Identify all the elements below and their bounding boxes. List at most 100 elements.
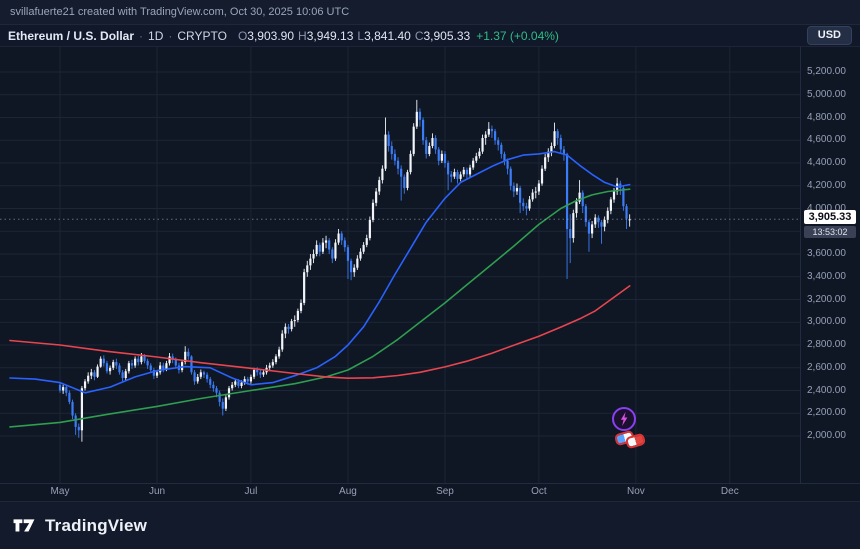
- candle-body: [581, 192, 584, 207]
- candle-body: [484, 134, 487, 138]
- ma-slow-red: [9, 285, 631, 379]
- candle-body: [575, 201, 578, 214]
- candle-body: [528, 199, 531, 209]
- ma-mid-green: [9, 188, 631, 428]
- candle-body: [522, 202, 525, 207]
- candle-body: [340, 233, 343, 241]
- candle-body: [155, 372, 159, 376]
- candle-body: [303, 272, 306, 303]
- price-tick-label: 3,400.00: [807, 270, 846, 282]
- low-label: L: [357, 28, 365, 43]
- candle-body: [431, 138, 434, 146]
- candle-body: [259, 372, 262, 375]
- low-value: 3,841.40: [364, 28, 411, 43]
- candle-body: [359, 251, 362, 259]
- brand-name[interactable]: TradingView: [45, 516, 148, 535]
- candle-body: [262, 372, 265, 375]
- time-tick-label[interactable]: May: [50, 486, 70, 497]
- price-axis[interactable]: 3,905.33 13:53:02 2,000.00 2,200.00 2,400.…: [800, 47, 860, 483]
- separator-dot: ·: [168, 28, 173, 43]
- candle-body: [362, 244, 365, 252]
- high-label: H: [298, 28, 307, 43]
- time-tick-label[interactable]: Aug: [339, 486, 357, 497]
- candle-body: [80, 388, 84, 431]
- candle-body: [606, 210, 609, 220]
- currency-toggle-button[interactable]: USD: [806, 26, 852, 45]
- candle-body: [115, 362, 118, 366]
- interval-label[interactable]: 1D: [148, 28, 164, 43]
- candle-body: [462, 169, 465, 175]
- candle-body: [256, 370, 259, 373]
- candle-body: [227, 388, 231, 398]
- candle-body: [612, 191, 616, 200]
- candle-body: [475, 156, 478, 161]
- candle-body: [343, 240, 346, 248]
- candle-body: [146, 360, 149, 366]
- time-tick-label[interactable]: Sep: [436, 486, 454, 497]
- candle-body: [190, 356, 193, 373]
- lightning-sticker-icon[interactable]: [612, 407, 636, 431]
- candle-body: [537, 183, 540, 192]
- candle-body: [371, 202, 375, 220]
- candle-body: [628, 219, 631, 221]
- time-tick-label[interactable]: Oct: [531, 486, 547, 497]
- candle-body: [140, 356, 143, 363]
- candle-body: [609, 199, 612, 211]
- candle-body: [96, 366, 99, 377]
- candle-body: [127, 363, 130, 372]
- chart-region[interactable]: 3,905.33 13:53:02 2,000.00 2,200.00 2,400.…: [0, 47, 860, 502]
- time-tick-label[interactable]: Nov: [627, 486, 645, 497]
- candle-body: [400, 168, 403, 177]
- time-tick-label[interactable]: Dec: [720, 486, 739, 497]
- time-tick-label[interactable]: Jun: [148, 486, 166, 497]
- candle-body: [500, 144, 503, 154]
- candle-body: [268, 365, 271, 368]
- candle-body: [237, 381, 240, 386]
- candle-body: [434, 138, 437, 150]
- candle-body: [412, 126, 415, 154]
- time-tick-label[interactable]: Jul: [244, 486, 258, 497]
- pills-sticker-icon[interactable]: [613, 429, 647, 450]
- candle-body: [625, 206, 628, 219]
- candle-body: [87, 375, 90, 382]
- price-tick-label: 2,000.00: [807, 430, 846, 442]
- candle-body: [493, 131, 497, 141]
- candle-body: [381, 168, 384, 181]
- separator-dot: ·: [139, 28, 144, 43]
- open-value: 3,903.90: [247, 28, 295, 43]
- candle-body: [318, 244, 321, 252]
- candle-body: [468, 167, 472, 175]
- candle-body: [334, 242, 337, 259]
- candle-body: [112, 362, 115, 368]
- symbol-title[interactable]: Ethereum / U.S. Dollar: [8, 28, 135, 43]
- candle-body: [509, 168, 512, 186]
- candle-body: [328, 240, 331, 250]
- candle-body: [171, 356, 174, 360]
- candle-body: [58, 384, 62, 391]
- price-tick-label: 2,600.00: [807, 361, 846, 373]
- candle-body: [274, 356, 278, 363]
- candle-body: [202, 372, 206, 375]
- candle-body: [83, 381, 87, 389]
- candle-body: [206, 374, 209, 380]
- candle-body: [306, 265, 309, 273]
- candle-body: [252, 370, 256, 377]
- candle-body: [547, 151, 550, 158]
- candle-body: [165, 363, 168, 369]
- candle-body: [368, 219, 371, 239]
- candle-body: [299, 302, 303, 311]
- candle-body: [418, 111, 422, 120]
- change-value: +1.37 (+0.04%): [476, 28, 559, 43]
- candlestick-chart[interactable]: [0, 47, 800, 483]
- ma-fast-blue: [9, 150, 631, 394]
- candle-body: [490, 128, 494, 132]
- candle-body: [375, 191, 378, 203]
- candle-body: [293, 320, 296, 322]
- candle-body: [478, 151, 481, 157]
- candle-body: [65, 387, 68, 393]
- tradingview-logo-icon[interactable]: [12, 515, 36, 537]
- candle-body: [321, 242, 325, 252]
- time-axis[interactable]: May Jun Jul Aug Sep Oct Nov Dec: [0, 483, 860, 502]
- candle-body: [456, 172, 459, 179]
